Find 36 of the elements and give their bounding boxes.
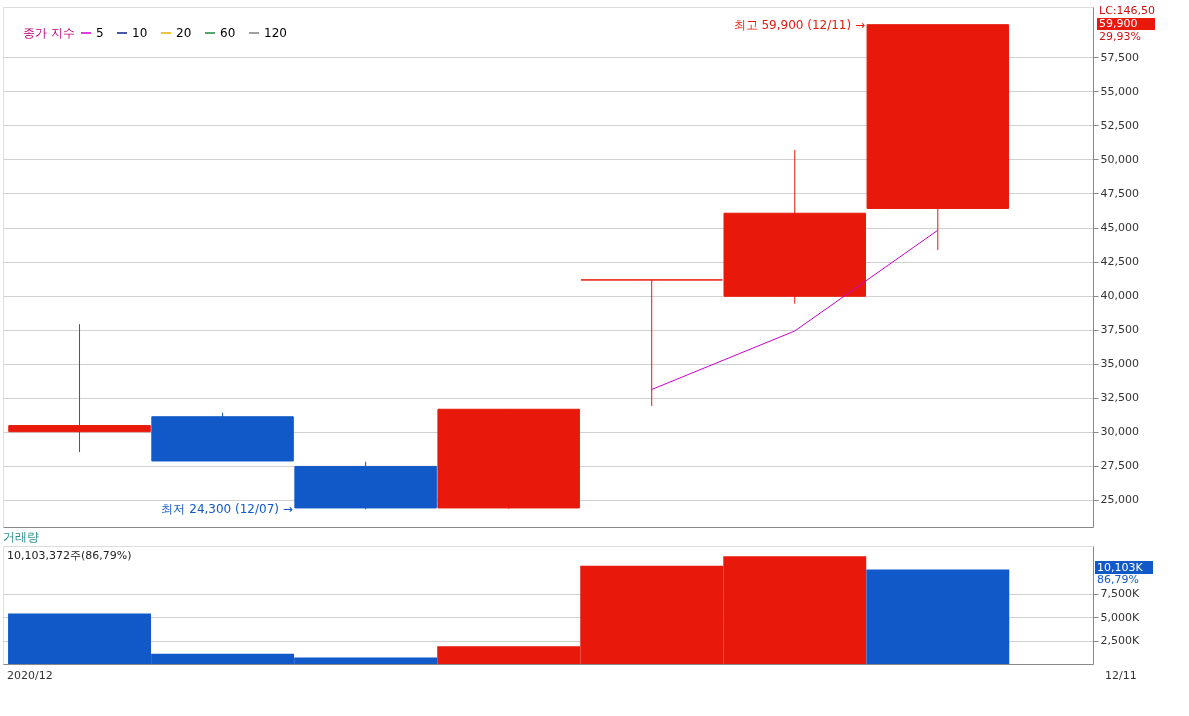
legend-label: 120 xyxy=(264,26,287,40)
text: 86,79% xyxy=(1097,573,1139,586)
text: 59,900 xyxy=(1099,17,1138,30)
y-tick-label: 45,000 xyxy=(1100,221,1139,235)
bar xyxy=(866,569,1010,664)
y-tick-label: 2,500K xyxy=(1100,634,1140,648)
y-tick-label: 37,500 xyxy=(1100,323,1139,337)
legend-label: 20 xyxy=(176,26,192,40)
candlestick xyxy=(8,323,151,453)
y-tick-label: 47,500 xyxy=(1100,186,1139,200)
y-tick-label: 32,500 xyxy=(1100,391,1139,405)
text: LC:146,50 xyxy=(1099,4,1156,17)
y-tick-label: 5,000K xyxy=(1100,610,1140,624)
y-tick-label: 42,500 xyxy=(1100,255,1139,269)
text: 10,103K xyxy=(1097,561,1144,574)
text: 12/11 xyxy=(1105,669,1137,682)
y-tick-label: 40,000 xyxy=(1100,289,1139,303)
legend-label: 60 xyxy=(220,26,236,40)
y-tick-label: 52,500 xyxy=(1100,118,1139,132)
text: 2020/12 xyxy=(7,669,53,682)
legend-label: 10 xyxy=(132,26,148,40)
annotation: 10,103,372주(86,79%) xyxy=(7,549,132,562)
y-tick-label: 57,500 xyxy=(1100,50,1139,64)
y-tick-label: 30,000 xyxy=(1100,425,1139,439)
y-tick-label: 55,000 xyxy=(1100,84,1139,98)
legend-title: 종가 지수 xyxy=(23,26,75,40)
y-tick-label: 27,500 xyxy=(1100,459,1139,473)
legend-label: 5 xyxy=(96,26,104,40)
y-tick-label: 25,000 xyxy=(1100,493,1139,507)
y-tick-label: 7,500K xyxy=(1100,587,1140,601)
y-tick-label: 35,000 xyxy=(1100,357,1139,371)
annotation: 최고 59,900 (12/11) → xyxy=(733,17,866,32)
y-tick-label: 50,000 xyxy=(1100,152,1139,166)
chart-title: 거래량 xyxy=(3,530,39,544)
annotation: 최저 24,300 (12/07) → xyxy=(161,502,293,517)
text: 29,93% xyxy=(1099,30,1141,43)
